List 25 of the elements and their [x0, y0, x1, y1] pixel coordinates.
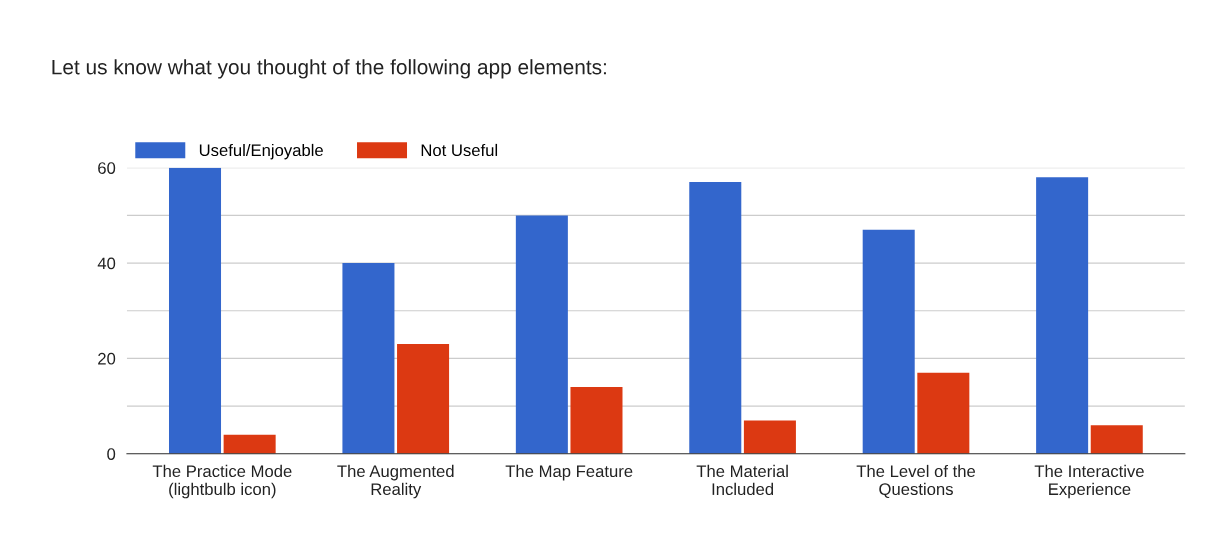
bar	[397, 344, 450, 454]
x-tick-label: The Map Feature	[505, 464, 633, 481]
bar	[515, 215, 568, 454]
bar	[223, 434, 276, 454]
y-tick-label: 60	[98, 162, 116, 174]
bar	[689, 182, 742, 454]
x-tick-label: The Practice Mode (lightbulb icon)	[152, 464, 292, 499]
legend-label: Not Useful	[421, 143, 498, 157]
bar	[917, 372, 970, 454]
y-tick-label: 0	[107, 448, 116, 460]
bar	[862, 229, 915, 454]
y-tick-label: 20	[98, 352, 116, 365]
chart-title: Let us know what you thought of the following app elements:	[52, 59, 606, 79]
legend-label: Useful/Enjoyable	[199, 143, 323, 160]
bar	[342, 263, 395, 454]
y-tick-label: 40	[97, 257, 116, 270]
bar	[743, 420, 796, 454]
bar	[1036, 177, 1089, 454]
bar	[1090, 425, 1143, 454]
x-tick-label: The Augmented Reality	[337, 464, 454, 499]
x-tick-label: The Level of the Questions	[856, 464, 976, 499]
bar	[570, 387, 623, 454]
bar	[169, 167, 222, 454]
x-tick-label: The Interactive Experience	[1034, 464, 1144, 499]
x-tick-label: The Material Included	[696, 464, 788, 496]
